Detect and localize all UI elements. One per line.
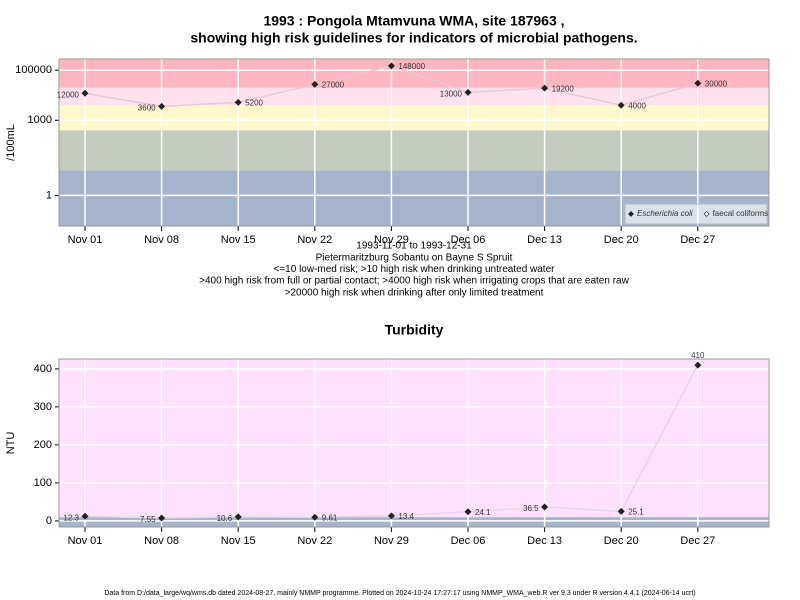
data-label: 9.61	[322, 513, 338, 522]
data-point	[311, 513, 319, 521]
x-tick-label: Nov 15	[221, 535, 256, 547]
risk-band	[59, 87, 769, 106]
data-point	[464, 508, 472, 516]
data-point	[234, 513, 242, 521]
plot-frame	[58, 58, 770, 227]
data-point	[311, 80, 319, 88]
legend-label: faecal coliforms	[713, 209, 769, 218]
risk-band	[59, 517, 769, 527]
data-point	[387, 62, 395, 70]
data-point	[617, 101, 625, 109]
legend-symbol	[703, 211, 710, 217]
x-tick-label: Dec 27	[680, 234, 715, 246]
data-label: 25.1	[628, 507, 644, 516]
data-label: 5200	[245, 98, 263, 107]
x-tick-label: Dec 20	[604, 535, 639, 547]
y-tick-label: 100000	[15, 64, 52, 76]
data-label: 4000	[628, 101, 646, 110]
data-point	[81, 89, 89, 97]
chart-title: Turbidity	[385, 322, 444, 338]
data-point	[694, 79, 702, 87]
data-label: 27000	[322, 81, 345, 90]
data-point	[81, 512, 89, 520]
x-tick-label: Nov 08	[144, 234, 179, 246]
chart-title: showing high risk guidelines for indicat…	[190, 30, 637, 46]
subtitle: >20000 high risk when drinking after onl…	[285, 287, 544, 298]
legend-box	[624, 203, 768, 225]
y-axis-label: NTU	[5, 432, 17, 455]
data-point	[541, 84, 549, 92]
y-tick-label: 100	[34, 477, 52, 489]
x-tick-label: Dec 06	[451, 234, 486, 246]
legend-label: Escherichia coli	[637, 209, 693, 218]
risk-band	[59, 130, 769, 171]
subtitle: <=10 low-med risk; >10 high risk when dr…	[274, 264, 556, 275]
data-point	[464, 88, 472, 96]
data-point	[617, 507, 625, 515]
legend-symbol	[628, 211, 634, 217]
subtitle: 1993-11-01 to 1993-12-31	[356, 241, 472, 252]
data-label: 12.3	[63, 513, 79, 522]
data-label: 24.1	[475, 508, 491, 517]
y-tick-label: 0	[46, 515, 52, 527]
x-tick-label: Dec 20	[604, 234, 639, 246]
x-tick-label: Nov 22	[297, 535, 332, 547]
y-tick-label: 1000	[28, 114, 52, 126]
data-label: 30000	[705, 79, 728, 88]
x-tick-label: Nov 29	[374, 234, 409, 246]
footer: Data from D:/data_large/wq/wms.db dated …	[104, 590, 695, 597]
chart-title: 1993 : Pongola Mtamvuna WMA, site 187963…	[263, 13, 564, 29]
data-label: 12000	[57, 90, 80, 99]
data-point	[234, 98, 242, 106]
data-point	[541, 503, 549, 511]
y-tick-label: 400	[34, 363, 52, 375]
data-label: 410	[691, 351, 705, 360]
subtitle: >400 high risk from full or partial cont…	[199, 276, 629, 287]
data-point	[158, 514, 166, 522]
data-label: 36.5	[523, 504, 539, 513]
data-point	[387, 512, 395, 520]
data-label: 13000	[440, 89, 463, 98]
data-label: 19200	[552, 84, 575, 93]
x-tick-label: Nov 22	[297, 234, 332, 246]
x-tick-label: Dec 13	[527, 535, 562, 547]
risk-band	[59, 105, 769, 131]
y-axis-label: /100mL	[5, 124, 17, 161]
data-label: 13.4	[398, 512, 414, 521]
risk-band	[59, 359, 769, 518]
x-tick-label: Nov 29	[374, 535, 409, 547]
data-label: 148000	[398, 62, 425, 71]
x-tick-label: Nov 01	[68, 234, 103, 246]
subtitle: Pietermaritzburg Sobantu on Bayne S Spru…	[316, 252, 513, 263]
data-point	[158, 102, 166, 110]
y-tick-label: 1	[46, 189, 52, 201]
data-label: 7.55	[140, 515, 156, 524]
x-tick-label: Nov 08	[144, 535, 179, 547]
x-tick-label: Nov 01	[68, 535, 103, 547]
x-tick-label: Dec 06	[451, 535, 486, 547]
x-tick-label: Dec 27	[680, 535, 715, 547]
x-tick-label: Nov 15	[221, 234, 256, 246]
y-tick-label: 300	[34, 401, 52, 413]
data-point	[694, 361, 702, 369]
plot-frame	[58, 358, 770, 528]
x-tick-label: Dec 13	[527, 234, 562, 246]
data-label: 10.6	[217, 514, 233, 523]
y-tick-label: 200	[34, 439, 52, 451]
data-label: 3600	[138, 103, 156, 112]
